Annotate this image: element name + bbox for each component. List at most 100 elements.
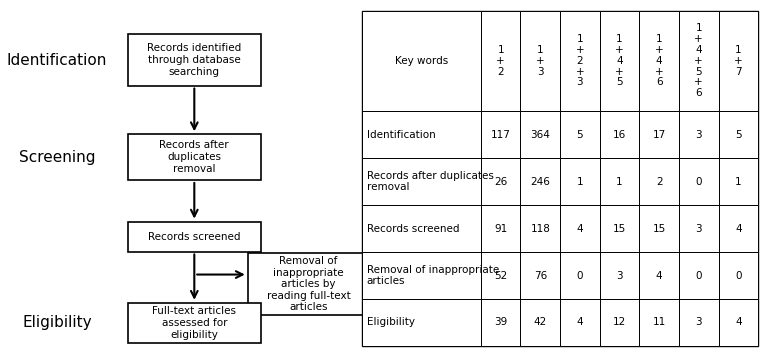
Bar <box>481 205 520 252</box>
Bar <box>560 158 600 205</box>
Text: 12: 12 <box>613 317 626 328</box>
Bar <box>362 205 481 252</box>
Bar <box>719 158 758 205</box>
Bar <box>560 11 600 111</box>
Text: 3: 3 <box>696 317 702 328</box>
Bar <box>560 299 600 346</box>
Text: 1: 1 <box>616 176 623 187</box>
Bar <box>560 252 600 299</box>
Bar <box>639 111 679 158</box>
Bar <box>679 11 719 111</box>
Text: 3: 3 <box>696 130 702 140</box>
Text: Records screened: Records screened <box>367 223 459 234</box>
Bar <box>679 205 719 252</box>
Bar <box>520 299 560 346</box>
Bar <box>560 111 600 158</box>
Text: 1
+
2: 1 + 2 <box>496 45 505 77</box>
Bar <box>600 11 639 111</box>
Text: 1: 1 <box>577 176 583 187</box>
Text: 1
+
2
+
3: 1 + 2 + 3 <box>575 34 584 88</box>
Bar <box>520 11 560 111</box>
Text: 15: 15 <box>613 223 626 234</box>
Bar <box>679 299 719 346</box>
Bar <box>639 252 679 299</box>
Bar <box>679 252 719 299</box>
Bar <box>679 111 719 158</box>
Text: 4: 4 <box>735 317 741 328</box>
Text: Eligibility: Eligibility <box>22 316 92 330</box>
Bar <box>600 205 639 252</box>
Text: 117: 117 <box>491 130 511 140</box>
Bar <box>520 252 560 299</box>
Bar <box>362 11 481 111</box>
Text: 1
+
7: 1 + 7 <box>734 45 743 77</box>
Text: 246: 246 <box>530 176 550 187</box>
Text: Identification: Identification <box>7 53 107 67</box>
Text: 1
+
4
+
5: 1 + 4 + 5 <box>615 34 624 88</box>
Bar <box>481 158 520 205</box>
Text: Key words: Key words <box>395 56 448 66</box>
Text: 39: 39 <box>494 317 507 328</box>
Text: Records screened: Records screened <box>148 232 241 241</box>
Bar <box>248 253 370 315</box>
Bar <box>639 158 679 205</box>
Text: 76: 76 <box>533 270 547 281</box>
Bar <box>679 158 719 205</box>
Bar <box>128 134 261 180</box>
Text: 0: 0 <box>577 270 583 281</box>
Bar <box>639 11 679 111</box>
Text: Records after
duplicates
removal: Records after duplicates removal <box>159 140 229 174</box>
Text: Screening: Screening <box>19 150 95 164</box>
Text: Full-text articles
assessed for
eligibility: Full-text articles assessed for eligibil… <box>152 306 236 340</box>
Text: 0: 0 <box>735 270 741 281</box>
Bar <box>639 205 679 252</box>
Bar <box>719 299 758 346</box>
Bar <box>362 111 481 158</box>
Text: 3: 3 <box>616 270 623 281</box>
Bar <box>520 205 560 252</box>
Bar <box>600 111 639 158</box>
Text: 4: 4 <box>577 223 583 234</box>
Bar <box>520 111 560 158</box>
Bar <box>362 252 481 299</box>
Text: 17: 17 <box>652 130 666 140</box>
Text: 52: 52 <box>494 270 507 281</box>
Bar <box>481 111 520 158</box>
Bar <box>719 205 758 252</box>
Bar <box>520 158 560 205</box>
Bar <box>481 299 520 346</box>
Text: 91: 91 <box>494 223 507 234</box>
Text: 4: 4 <box>577 317 583 328</box>
Bar <box>560 205 600 252</box>
Text: 364: 364 <box>530 130 550 140</box>
Text: Records identified
through database
searching: Records identified through database sear… <box>147 43 242 77</box>
Text: 26: 26 <box>494 176 507 187</box>
Text: 1: 1 <box>735 176 741 187</box>
Text: 1
+
4
+
6: 1 + 4 + 6 <box>655 34 664 88</box>
Bar <box>600 299 639 346</box>
Bar <box>719 11 758 111</box>
Text: 15: 15 <box>652 223 666 234</box>
Bar <box>481 11 520 111</box>
Text: 42: 42 <box>533 317 547 328</box>
Text: 0: 0 <box>696 270 702 281</box>
Text: 3: 3 <box>696 223 702 234</box>
Text: 16: 16 <box>613 130 626 140</box>
Text: 1
+
4
+
5
+
6: 1 + 4 + 5 + 6 <box>694 24 703 98</box>
Text: 4: 4 <box>735 223 741 234</box>
Text: 1
+
3: 1 + 3 <box>536 45 545 77</box>
Bar <box>639 299 679 346</box>
Text: Identification: Identification <box>367 130 435 140</box>
Bar <box>128 35 261 86</box>
Bar <box>128 222 261 251</box>
Text: 4: 4 <box>656 270 662 281</box>
Bar <box>362 299 481 346</box>
Text: Removal of
inappropriate
articles by
reading full-text
articles: Removal of inappropriate articles by rea… <box>267 256 351 312</box>
Bar <box>719 111 758 158</box>
Bar <box>600 252 639 299</box>
Text: 118: 118 <box>530 223 550 234</box>
Bar <box>128 303 261 343</box>
Text: Records after duplicates
removal: Records after duplicates removal <box>367 171 494 192</box>
Text: 2: 2 <box>656 176 662 187</box>
Text: 0: 0 <box>696 176 702 187</box>
